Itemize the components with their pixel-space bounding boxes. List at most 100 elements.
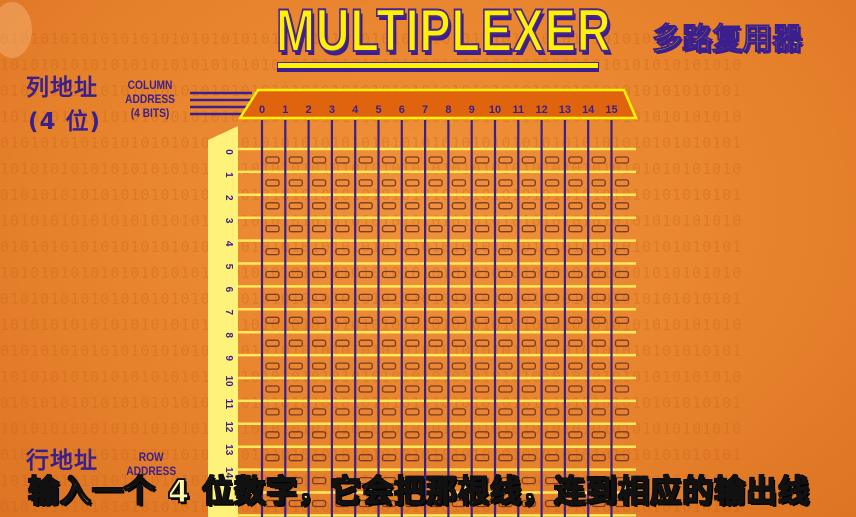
memory-cell [591,408,606,416]
memory-cell [265,408,280,416]
memory-cell [544,270,560,279]
memory-cell [311,476,327,485]
memory-cell [475,476,490,485]
memory-cell [544,476,560,485]
memory-cell [335,454,350,462]
memory-cell [521,385,536,393]
row-address-cn: 行地址 [26,448,98,474]
memory-cell [288,225,303,233]
memory-cell [265,247,280,256]
memory-cell [521,431,536,439]
memory-cell [591,179,606,187]
row-label: 4 [223,241,234,247]
memory-cell [288,316,303,324]
memory-cell [428,202,443,210]
memory-cell [288,270,303,279]
memory-cell [358,202,373,210]
memory-cell [591,293,606,302]
row-label: 9 [223,355,234,361]
memory-cell [405,202,420,210]
memory-cell [591,339,606,347]
memory-cell [405,454,420,462]
column-address-cn: 列地址 [26,75,98,101]
memory-cell [405,179,420,187]
logo-icon [0,2,32,58]
memory-cell [521,270,536,279]
memory-cell [568,499,583,508]
memory-cell [521,156,536,164]
memory-cell [475,247,490,256]
memory-cell [568,247,583,256]
memory-cell [358,179,373,187]
memory-cell [521,293,536,302]
memory-cell [498,293,513,302]
memory-cell [335,202,350,210]
memory-cell [521,476,536,485]
memory-cell [544,316,560,324]
memory-cell [614,476,630,485]
memory-cell [521,408,536,416]
memory-cell [451,431,467,439]
memory-cell [405,385,420,393]
column-label: 7 [422,104,428,116]
memory-cell [451,454,467,462]
memory-cell [568,179,583,187]
memory-cell [405,476,420,485]
column-label: 9 [469,104,475,116]
memory-cell [544,202,560,210]
column-label: 8 [445,104,451,116]
memory-cell [428,247,443,256]
memory-cell [358,454,373,462]
memory-cell [475,385,490,393]
column-address-line3: (4 BITS) [130,106,170,120]
memory-cell [405,316,420,324]
memory-cell [381,202,397,210]
memory-cell [381,247,397,256]
memory-cell [614,247,630,256]
memory-cell [265,454,280,462]
memory-cell [311,385,327,393]
memory-cell [521,247,536,256]
column-label: 3 [329,104,335,116]
memory-cell [265,316,280,324]
memory-cell [451,408,467,416]
memory-cell [381,270,397,279]
memory-cell [544,499,560,508]
memory-cell [335,225,350,233]
column-label: 1 [282,104,288,116]
memory-cell [405,362,420,370]
memory-cell [381,362,397,370]
column-address-line1: COLUMN [127,78,173,92]
memory-cell [381,339,397,347]
memory-cell [428,431,443,439]
memory-cell [591,316,606,324]
memory-cell [475,293,490,302]
memory-cell [568,385,583,393]
memory-cell [591,270,606,279]
memory-cell [288,156,303,164]
memory-cell [568,202,583,210]
memory-cell [288,431,303,439]
memory-cell [335,270,350,279]
memory-cell [451,316,467,324]
memory-cell [311,225,327,233]
memory-cell [358,293,373,302]
column-label: 0 [259,104,265,116]
memory-cell [451,476,467,485]
memory-cell [428,270,443,279]
memory-cell [544,293,560,302]
memory-cell [568,454,583,462]
memory-cell [591,385,606,393]
memory-cell [311,156,327,164]
memory-cell [405,293,420,302]
memory-cell [311,499,327,508]
memory-cell [358,476,373,485]
memory-cell [288,202,303,210]
memory-cell [614,362,630,370]
memory-cell [591,156,606,164]
memory-cell [544,454,560,462]
column-address-cn-bits: (4 位) [28,109,102,135]
row-label: 8 [223,332,234,338]
memory-cell [498,225,513,233]
column-label: 6 [399,104,405,116]
